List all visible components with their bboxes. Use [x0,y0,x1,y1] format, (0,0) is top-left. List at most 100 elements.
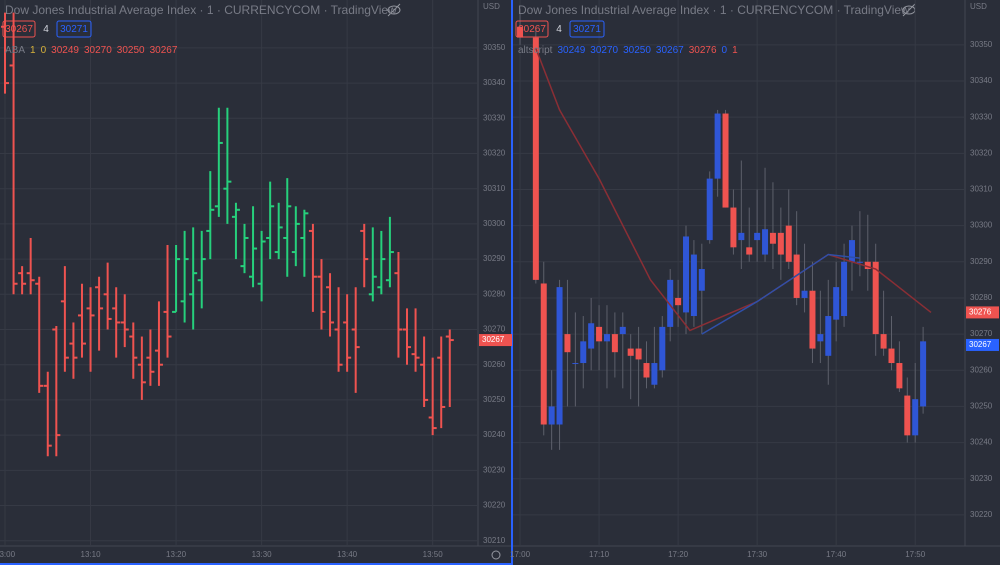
candle-body [667,279,674,327]
buy-box [56,20,92,38]
moving-average [701,253,860,335]
y-tick-label: 30320 [970,148,993,157]
y-tick-label: 30240 [483,430,506,439]
x-tick-label: 13:10 [81,550,102,559]
candle-body [635,348,642,360]
x-tick-label: 17:40 [826,550,847,559]
candle-body [698,269,705,291]
candle-body [864,261,871,270]
candle-body [730,207,737,248]
study-name: altscript [518,45,553,56]
y-tick-label: 30300 [970,221,993,230]
y-tick-label: 30330 [970,112,993,121]
x-tick-label: 13:00 [0,550,16,559]
y-tick-label: 30260 [483,360,506,369]
price-tag-label: 30267 [482,335,505,344]
candle-body [588,323,595,349]
price-tag-label: 30276 [969,308,992,317]
candle-body [801,290,808,298]
y-tick-label: 30320 [483,149,506,158]
y-tick-label: 30240 [970,438,993,447]
x-tick-label: 13:20 [166,550,187,559]
candle-body [785,225,792,262]
study-value: 30267 [656,45,684,56]
candle-body [769,232,776,244]
candle-body [596,326,603,342]
sell-box [515,20,549,38]
y-tick-label: 30210 [483,536,506,545]
y-tick-label: 30270 [970,329,993,338]
study-value: 30250 [623,45,651,56]
candle-body [754,232,761,241]
hide-icon[interactable] [387,3,401,17]
settings-icon[interactable] [491,550,501,560]
plot [0,0,478,546]
candle-body [809,290,816,349]
y-tick-label: 30260 [970,365,993,374]
y-tick-label: 30230 [970,474,993,483]
candle-body [627,348,634,356]
study-value: 30270 [84,45,112,56]
plot [513,0,965,546]
candle-body [848,240,855,262]
price-tag [966,306,999,319]
candle-body [722,113,729,208]
y-tick-label: 30300 [483,219,506,228]
y-tick-label: 30350 [483,43,506,52]
study-value: 1 [30,45,36,56]
spread: 4 [556,24,562,35]
price-tag [966,338,999,351]
candle-body [572,363,579,365]
buy-price: 30271 [573,24,601,35]
candle-body [817,334,824,342]
y-tick-label: 30230 [483,465,506,474]
candle-body [603,334,610,342]
study-value: 1 [732,45,738,56]
x-tick-label: 13:40 [337,550,358,559]
sell-price: 30267 [5,24,33,35]
candle-body [540,283,547,425]
y-tick-label: 30340 [970,76,993,85]
candle-body [841,261,848,317]
y-tick-label: 30220 [970,510,993,519]
candle-body [619,326,626,335]
candle-body [762,229,769,255]
candle-body [856,261,863,263]
candle-body [517,26,524,38]
candle-body [643,363,650,378]
candle-body [738,232,745,241]
price-tag [479,334,512,347]
candle-body [651,363,658,385]
chart-title: Dow Jones Industrial Average Index · 1 ·… [5,3,397,17]
candle-body [556,287,563,425]
y-tick-label: 30280 [970,293,993,302]
currency: USD [483,2,500,11]
y-tick-label: 30310 [970,185,993,194]
candle-body [920,341,927,407]
x-tick-label: 17:50 [905,550,926,559]
y-tick-label: 30250 [970,402,993,411]
candle-body [706,178,713,241]
y-tick-label: 30290 [970,257,993,266]
y-tick-label: 30350 [970,40,993,49]
y-tick-label: 30290 [483,254,506,263]
moving-average [535,48,932,332]
x-tick-label: 17:30 [747,550,768,559]
study-value: 30276 [689,45,717,56]
candle-body [548,406,555,425]
candle-body [896,363,903,389]
y-tick-label: 30330 [483,113,506,122]
study-value: 0 [722,45,728,56]
candle-body [611,334,618,353]
study-value: 0 [41,45,47,56]
y-tick-label: 30270 [483,325,506,334]
candle-body [714,113,721,179]
candle-body [532,37,539,280]
study-value: 30270 [590,45,618,56]
x-tick-label: 13:30 [252,550,273,559]
currency: USD [970,2,987,11]
candle-body [912,399,919,436]
chart-title: Dow Jones Industrial Average Index · 1 ·… [518,3,910,17]
y-tick-label: 30250 [483,395,506,404]
